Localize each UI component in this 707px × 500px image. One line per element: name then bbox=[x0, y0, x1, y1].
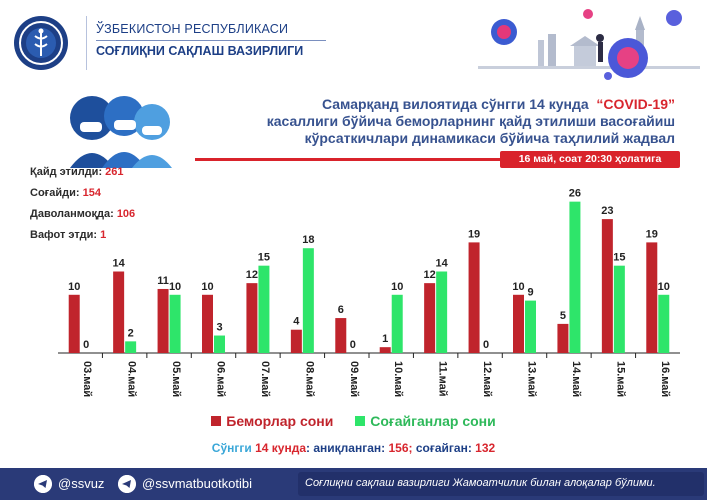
bar-recovered bbox=[258, 265, 270, 353]
bar-patients bbox=[113, 271, 125, 353]
x-tick-label: 05.май bbox=[170, 361, 182, 397]
data-label-patients: 4 bbox=[293, 316, 300, 328]
data-label-patients: 10 bbox=[201, 281, 213, 293]
ministry-logo-icon bbox=[14, 16, 68, 70]
bar-patients bbox=[424, 283, 436, 353]
bar-patients bbox=[513, 294, 524, 353]
bar-patients bbox=[202, 294, 213, 353]
data-label-recovered: 15 bbox=[613, 252, 625, 264]
data-label-recovered: 2 bbox=[128, 327, 134, 339]
date-badge: 16 май, соат 20:30 ҳолатига bbox=[500, 151, 680, 168]
stat-recovered: Соғайди: 154 bbox=[30, 187, 101, 199]
telegram-icon[interactable] bbox=[34, 475, 52, 493]
data-label-patients: 11 bbox=[157, 275, 169, 287]
legend-swatch-recovered bbox=[355, 416, 366, 426]
covid-city-illustration-icon bbox=[478, 9, 700, 80]
stat-deaths: Вафот этди: 1 bbox=[30, 229, 107, 241]
bar-patients bbox=[157, 288, 169, 353]
masked-people-illustration-icon bbox=[70, 96, 172, 168]
chart-title-line-2: касаллиги бўйича беморларнинг қайд этили… bbox=[266, 113, 675, 129]
bar-patients bbox=[246, 283, 258, 353]
data-label-recovered: 9 bbox=[527, 287, 533, 299]
bar-recovered bbox=[169, 294, 181, 353]
data-label-recovered: 10 bbox=[658, 281, 670, 293]
data-label-patients: 23 bbox=[601, 205, 613, 217]
bar-recovered bbox=[658, 294, 670, 353]
footer-note: Соғлиқни сақлаш вазирлиги Жамоатчилик би… bbox=[305, 477, 656, 489]
x-tick-label: 10.май bbox=[392, 361, 404, 397]
bar-recovered bbox=[613, 265, 625, 353]
data-label-patients: 19 bbox=[646, 228, 658, 240]
data-label-patients: 14 bbox=[113, 258, 126, 270]
data-label-recovered: 0 bbox=[83, 339, 89, 351]
data-label-recovered: 10 bbox=[391, 281, 403, 293]
chart-legend: Беморлар сони Соғайганлар сони bbox=[0, 413, 707, 429]
legend-swatch-patients bbox=[211, 416, 222, 426]
x-tick-label: 03.май bbox=[81, 361, 93, 397]
bar-recovered bbox=[391, 294, 403, 353]
data-label-recovered: 3 bbox=[216, 322, 222, 334]
bar-patients bbox=[557, 323, 569, 353]
data-label-recovered: 26 bbox=[569, 188, 581, 200]
legend-label-recovered: Соғайганлар сони bbox=[370, 413, 496, 429]
bar-recovered bbox=[125, 341, 137, 353]
x-tick-label: 16.май bbox=[659, 361, 671, 397]
bar-patients bbox=[335, 318, 347, 353]
x-tick-label: 15.май bbox=[614, 361, 626, 397]
x-tick-label: 13.май bbox=[526, 361, 538, 397]
bar-recovered bbox=[525, 300, 536, 353]
data-label-patients: 12 bbox=[424, 269, 436, 281]
x-tick-label: 12.май bbox=[481, 361, 493, 397]
chart-title-line-3: кўрсаткичлари динамикаси бўйича таҳлилий… bbox=[304, 130, 675, 146]
data-label-recovered: 15 bbox=[258, 252, 270, 264]
date-stripe bbox=[195, 158, 500, 161]
data-label-patients: 10 bbox=[68, 281, 80, 293]
data-label-recovered: 0 bbox=[483, 339, 489, 351]
data-label-patients: 1 bbox=[382, 333, 388, 345]
bar-recovered bbox=[302, 248, 314, 353]
header-divider bbox=[86, 16, 87, 70]
summary-line: Сўнгги 14 кунда: аниқланган: 156; соғайг… bbox=[211, 441, 496, 455]
header-underline bbox=[96, 40, 326, 41]
bar-patients bbox=[646, 242, 658, 353]
telegram-icon[interactable] bbox=[118, 475, 136, 493]
footer-note-background bbox=[298, 472, 704, 496]
telegram-handle-ssvmatbuotkotibi[interactable]: @ssvmatbuotkotibi bbox=[142, 476, 253, 491]
stat-treated: Даволанмоқда: 106 bbox=[30, 208, 136, 220]
bar-patients bbox=[601, 219, 613, 353]
bar-recovered bbox=[569, 201, 581, 353]
x-tick-label: 06.май bbox=[215, 361, 227, 397]
x-tick-label: 14.май bbox=[570, 361, 582, 397]
data-label-recovered: 10 bbox=[169, 281, 181, 293]
data-label-patients: 12 bbox=[246, 269, 258, 281]
data-label-patients: 6 bbox=[338, 304, 344, 316]
telegram-handle-ssvuz[interactable]: @ssvuz bbox=[58, 476, 105, 491]
data-label-patients: 10 bbox=[512, 281, 524, 293]
data-label-recovered: 0 bbox=[350, 339, 356, 351]
bar-patients bbox=[68, 294, 80, 353]
ministry-title: СОҒЛИҚНИ САҚЛАШ ВАЗИРЛИГИ bbox=[96, 44, 304, 58]
bar-patients bbox=[290, 329, 302, 353]
bar-recovered bbox=[436, 271, 448, 353]
data-label-patients: 5 bbox=[560, 310, 566, 322]
legend-label-patients: Беморлар сони bbox=[226, 413, 334, 429]
stat-registered: Қайд этилди: 261 bbox=[30, 166, 124, 178]
bar-recovered bbox=[214, 335, 225, 353]
x-tick-label: 11.май bbox=[437, 361, 449, 397]
data-label-recovered: 18 bbox=[302, 234, 314, 246]
x-tick-label: 09.май bbox=[348, 361, 360, 397]
x-tick-label: 07.май bbox=[259, 361, 271, 397]
data-label-recovered: 14 bbox=[436, 258, 449, 270]
data-label-patients: 19 bbox=[468, 228, 480, 240]
bar-patients bbox=[468, 242, 480, 353]
covid-highlight: “COVID-19” bbox=[596, 96, 675, 112]
x-tick-label: 04.май bbox=[126, 361, 138, 397]
bar-patients bbox=[379, 347, 391, 353]
chart-title-line-1: Самарқанд вилоятида сўнгги 14 кунда “COV… bbox=[321, 96, 675, 112]
republic-title: ЎЗБЕКИСТОН РЕСПУБЛИКАСИ bbox=[96, 22, 289, 36]
x-tick-label: 08.май bbox=[303, 361, 315, 397]
